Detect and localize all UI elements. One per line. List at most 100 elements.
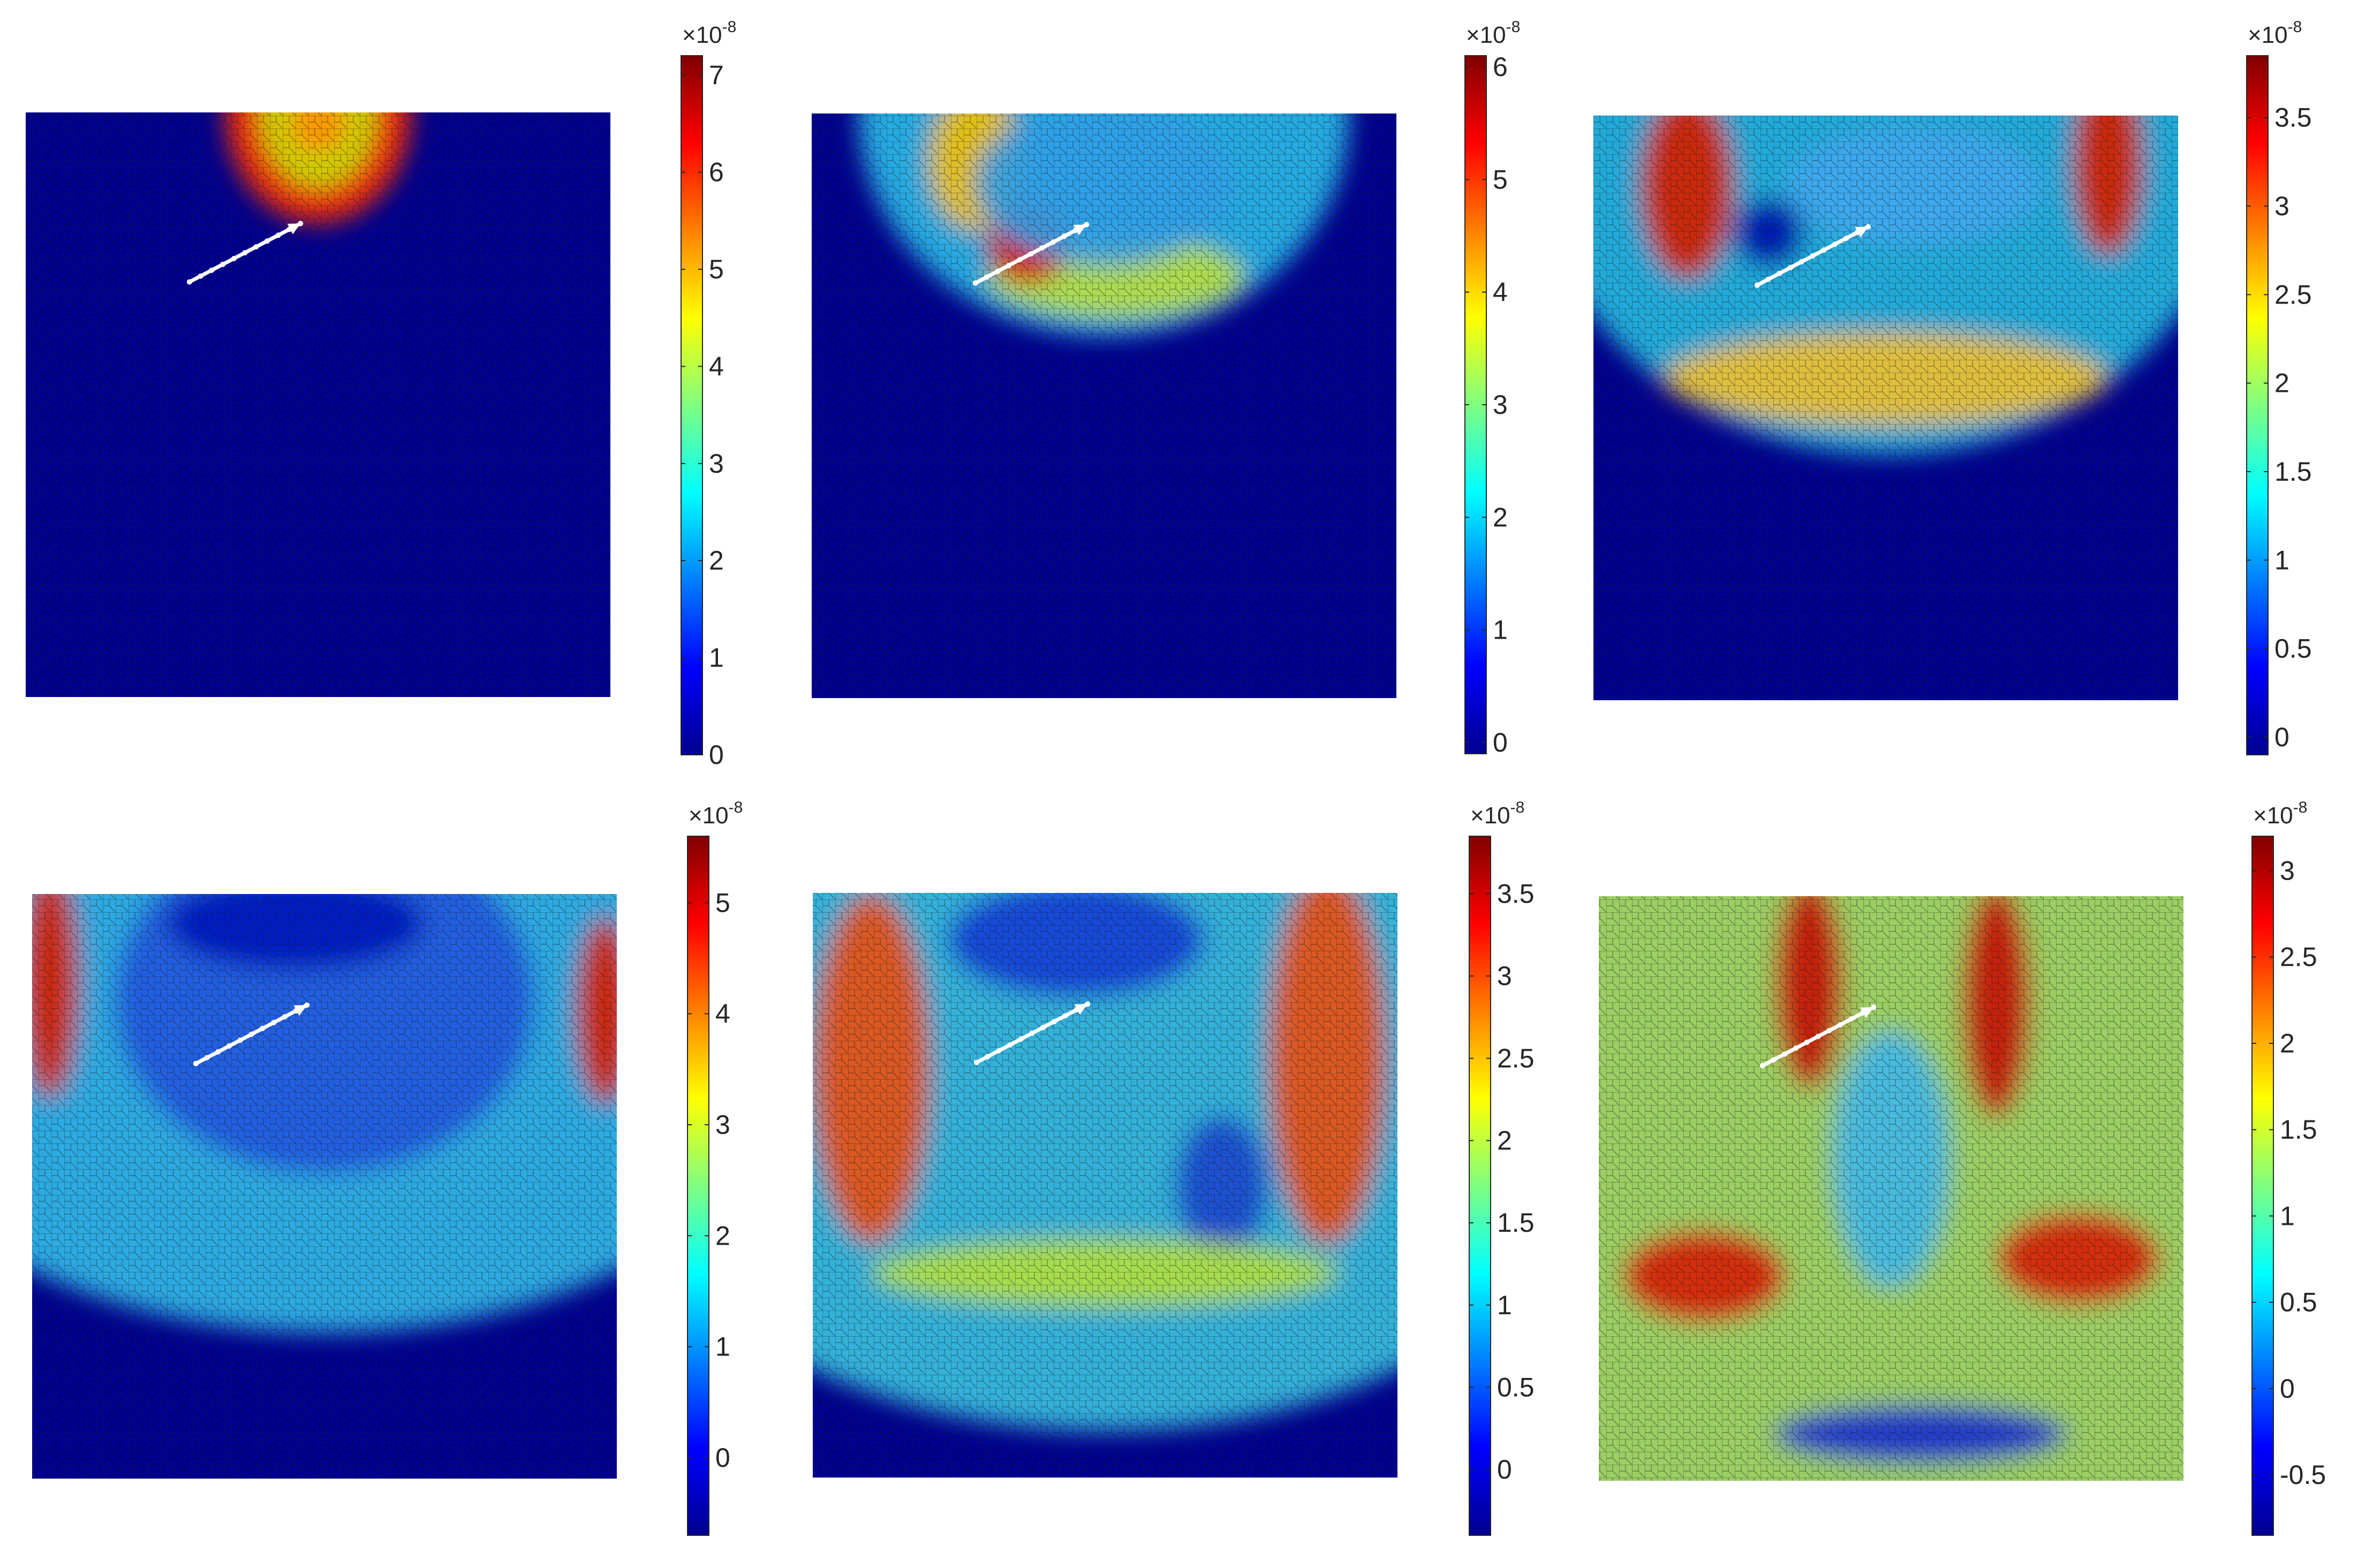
- arrow-node: [282, 1014, 288, 1020]
- heatmap-field: [1599, 896, 2183, 1481]
- colorbar-frame: [2251, 836, 2274, 1536]
- heatmap-panel-1: 0 1 2 3 4 5 6 7 ×10-8: [26, 18, 736, 770]
- arrow-node: [237, 1037, 243, 1043]
- colorbar-tick-label: 0: [2280, 1374, 2295, 1404]
- arrow-node: [304, 1002, 310, 1008]
- exponent-power: -8: [1506, 18, 1521, 36]
- arrow-node: [242, 250, 248, 256]
- colorbar-gradient: [681, 56, 702, 755]
- colorbar-frame: [687, 836, 709, 1536]
- colorbar-tick-label: 2: [2280, 1028, 2295, 1058]
- colorbar-exponent-label: ×10-8: [682, 18, 736, 48]
- colorbar-tick-label: 7: [709, 60, 724, 90]
- exponent-base: ×10: [682, 22, 722, 48]
- colorbar-tick-label: 2.5: [2274, 279, 2312, 309]
- exponent-power: -8: [1510, 799, 1525, 816]
- heatmap-field: [812, 113, 1396, 698]
- arrow-node: [1072, 228, 1078, 233]
- mesh-overlay: [1599, 896, 2183, 1481]
- colorbar-tick-label: 2: [2274, 368, 2289, 398]
- arrow-node: [1085, 1001, 1091, 1007]
- source-arrow: [973, 1001, 1091, 1065]
- arrow-head: [1860, 1007, 1874, 1018]
- colorbar-tick-label: 0: [715, 1443, 730, 1473]
- arrow-node: [1029, 1031, 1035, 1036]
- colorbar-exponent-label: ×10-8: [1470, 799, 1524, 829]
- arrow-node: [1860, 1010, 1865, 1016]
- arrow-node: [209, 267, 215, 273]
- mesh-overlay: [26, 112, 610, 697]
- arrow-node: [253, 244, 259, 250]
- colorbar-tick-label: 5: [1493, 164, 1508, 194]
- heatmap-field: [1593, 116, 2178, 700]
- colorbar-tick-label: 0.5: [1497, 1372, 1535, 1402]
- arrow-node: [1018, 1036, 1024, 1042]
- arrow-node: [1788, 264, 1794, 270]
- arrow-node: [1815, 1034, 1821, 1040]
- colorbar-tick-label: 1: [2274, 545, 2289, 575]
- arrow-node: [1848, 1016, 1854, 1022]
- colorbar-gradient: [2252, 836, 2273, 1535]
- arrow-node: [1832, 241, 1838, 247]
- arrow-node: [1074, 1007, 1079, 1013]
- arrow-node: [231, 256, 237, 261]
- colorbar-tick-label: 3: [2274, 191, 2289, 221]
- colorbar-tick-label: 2.5: [1497, 1043, 1535, 1073]
- colorbar-tick-label: 0.5: [2280, 1287, 2317, 1317]
- arrow-head: [1073, 224, 1087, 236]
- colorbar: 0 1 2 3 4 5 6 ×10-8: [1464, 18, 1521, 758]
- colorbar-tick-label: 0: [2274, 722, 2289, 752]
- arrow-node: [260, 1026, 266, 1032]
- arrow-node: [1040, 1025, 1046, 1031]
- colorbar-tick-label: 1.5: [2274, 457, 2312, 487]
- arrow-node: [1837, 1022, 1843, 1028]
- colorbar-tick-label: 4: [709, 351, 724, 381]
- arrow-node: [1865, 224, 1871, 230]
- source-arrow: [1754, 224, 1871, 288]
- arrow-head: [1855, 226, 1869, 238]
- colorbar: 0 0.5 1 1.5 2 2.5 3 3.5 ×10-8: [1469, 799, 1535, 1536]
- arrow-node: [293, 1008, 299, 1014]
- arrow-node: [248, 1032, 254, 1037]
- arrow-node: [1061, 233, 1067, 239]
- arrow-node: [996, 1048, 1002, 1054]
- colorbar-tick-label: 3: [1497, 961, 1512, 991]
- colorbar-gradient: [2247, 56, 2268, 755]
- colorbar-tick-label: 4: [1493, 277, 1508, 307]
- arrow-node: [1007, 1042, 1013, 1048]
- arrow-node: [1777, 270, 1782, 276]
- colorbar-tick-label: 0.5: [2274, 634, 2312, 664]
- colorbar-tick-label: 0: [709, 740, 724, 770]
- colorbar-tick-label: 4: [715, 999, 730, 1029]
- arrow-node: [198, 273, 203, 279]
- arrow-node: [1798, 259, 1804, 264]
- colorbar-tick-label: 1: [1493, 615, 1508, 645]
- mesh-overlay: [812, 113, 1396, 698]
- colorbar-tick-label: 1: [2280, 1201, 2295, 1231]
- arrow-node: [298, 221, 304, 226]
- colorbar: 0 1 2 3 4 5 ×10-8: [687, 799, 743, 1536]
- source-arrow: [1759, 1004, 1877, 1069]
- arrow-node: [985, 1054, 991, 1059]
- colorbar-tick-label: 3: [715, 1110, 730, 1140]
- arrow-node: [1039, 245, 1045, 251]
- colorbar-tick-label: 1: [709, 643, 724, 673]
- colorbar-tick-label: 6: [1493, 52, 1508, 82]
- colorbar: 0 1 2 3 4 5 6 7 ×10-8: [681, 18, 736, 770]
- mesh-overlay: [32, 894, 617, 1479]
- exponent-base: ×10: [2253, 802, 2293, 829]
- arrow-head: [1074, 1004, 1088, 1015]
- colorbar-tick-label: 0: [1497, 1455, 1512, 1484]
- arrow-node: [1017, 257, 1023, 262]
- heatmap-field: [32, 894, 617, 1479]
- colorbar-frame: [2246, 55, 2269, 755]
- arrow-node: [193, 1061, 199, 1066]
- arrow-node: [1006, 262, 1012, 268]
- arrow-node: [1765, 276, 1771, 282]
- colorbar-exponent-label: ×10-8: [2253, 799, 2307, 829]
- exponent-power: -8: [722, 18, 737, 36]
- colorbar-tick-label: 2.5: [2280, 942, 2317, 972]
- heatmap-panel-6: -0.5 0 0.5 1 1.5 2 2.5 3 ×10-8: [1599, 799, 2326, 1536]
- arrow-node: [973, 1059, 979, 1065]
- exponent-base: ×10: [2248, 22, 2288, 48]
